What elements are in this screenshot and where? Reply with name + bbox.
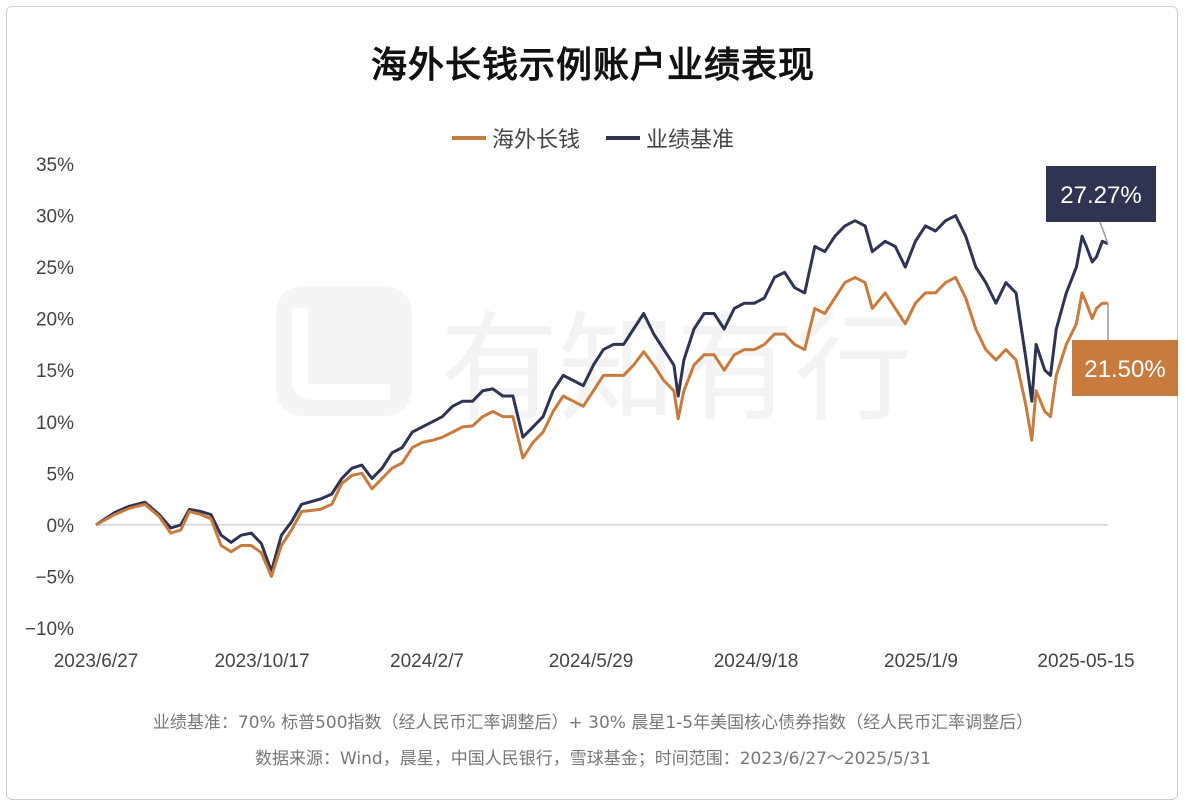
x-tick-label: 2024/9/18: [714, 651, 799, 672]
x-tick-label: 2023/10/17: [214, 651, 309, 672]
legend-swatch-benchmark: [606, 136, 640, 140]
y-tick-label: 0%: [47, 516, 75, 537]
y-tick-label: 5%: [47, 464, 75, 485]
y-tick-label: −10%: [25, 619, 74, 640]
y-tick-label: 30%: [36, 207, 74, 228]
y-tick-label: 15%: [36, 361, 74, 382]
chart-title: 海外长钱示例账户业绩表现: [370, 45, 815, 86]
legend-label-account: 海外长钱: [491, 128, 580, 153]
x-tick-label: 2024/5/29: [549, 651, 634, 672]
x-tick-label: 2023/6/27: [54, 651, 139, 672]
x-tick-label: 2025-05-15: [1037, 651, 1134, 672]
end-label-account: 21.50%: [1084, 356, 1165, 383]
legend-label-benchmark: 业绩基准: [646, 128, 735, 153]
source-footnote: 数据来源：Wind，晨星，中国人民银行，雪球基金；时间范围：2023/6/27～…: [254, 749, 932, 769]
x-tick-label: 2025/1/9: [884, 651, 958, 672]
end-label-benchmark-box: [1046, 166, 1156, 222]
chart-frame: [6, 6, 1178, 800]
legend-item-benchmark: 业绩基准: [606, 122, 734, 154]
series-line-benchmark: [95, 214, 1109, 573]
x-tick-label: 2024/2/7: [390, 651, 464, 672]
watermark-logo: 有知有行: [276, 286, 912, 438]
legend-item-account: 海外长钱: [451, 122, 580, 154]
y-tick-label: 20%: [36, 310, 74, 331]
end-label-benchmark-leader: [1099, 221, 1109, 244]
watermark-logo-stroke: [292, 308, 390, 400]
chart-legend: 海外长钱 业绩基准: [0, 122, 1186, 154]
y-tick-label: 25%: [36, 258, 74, 279]
legend-swatch-account: [451, 136, 486, 140]
end-label-account-box: [1072, 340, 1178, 396]
y-tick-label: 35%: [36, 155, 74, 176]
y-tick-label: −5%: [35, 567, 74, 588]
benchmark-footnote: 业绩基准：70% 标普500指数（经人民币汇率调整后）+ 30% 晨星1-5年美…: [152, 713, 1034, 733]
y-tick-label: 10%: [36, 413, 74, 434]
series-line-account: [95, 275, 1108, 578]
watermark-logo-mark: [276, 286, 412, 416]
end-label-benchmark: 27.27%: [1060, 182, 1141, 209]
